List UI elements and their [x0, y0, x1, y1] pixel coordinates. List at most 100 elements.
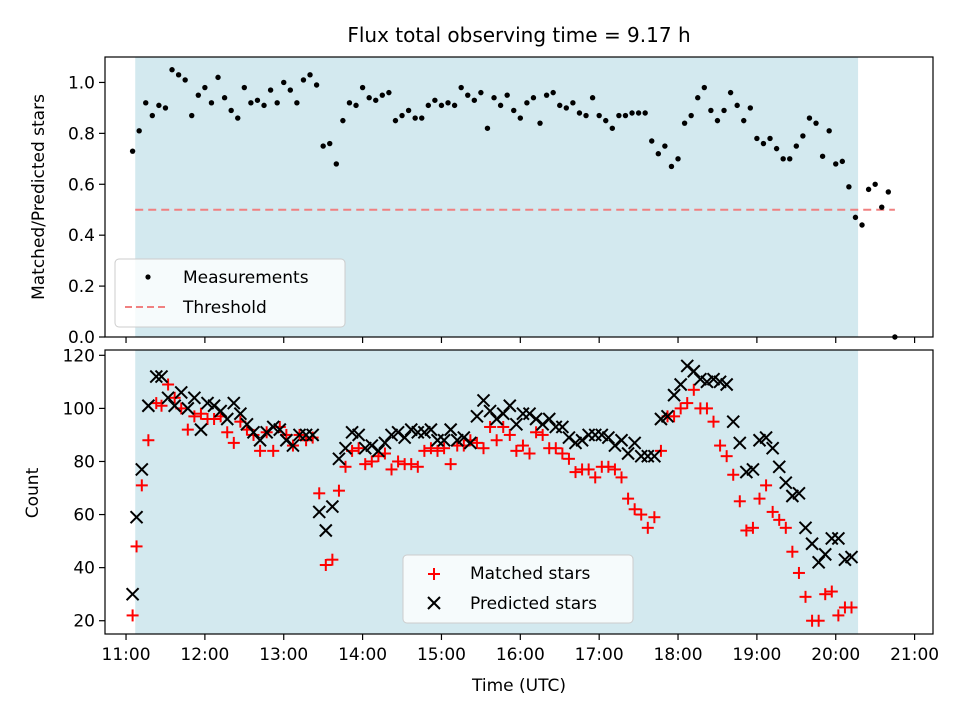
measurement-point: [313, 82, 320, 88]
measurement-point: [169, 67, 175, 73]
predicted-star-point: [503, 399, 517, 413]
matched-star-point: [162, 378, 175, 391]
measurement-point: [865, 186, 872, 193]
measurement-point: [852, 214, 859, 221]
predicted-star-point: [726, 414, 740, 429]
measurement-point: [563, 105, 570, 111]
measurement-point: [208, 100, 215, 106]
measurement-point: [136, 128, 142, 134]
matched-star-point: [227, 436, 240, 449]
predicted-star-point: [129, 510, 144, 524]
top-ytick-label: 0.6: [68, 175, 95, 195]
matched-star-point: [208, 413, 221, 426]
measurement-point: [175, 72, 182, 78]
measurement-point: [800, 133, 806, 139]
predicted-star-point: [772, 460, 786, 474]
measurement-point: [681, 120, 688, 126]
xtick-label: 19:00: [732, 645, 781, 665]
bottom-y-axis-label: Count: [23, 467, 43, 518]
matched-star-point: [589, 471, 602, 484]
measurement-point: [754, 135, 760, 142]
bottom-axes-frame: [104, 349, 934, 635]
matched-star-point: [792, 566, 805, 579]
predicted-star-point: [831, 531, 846, 546]
xtick-label: 17:00: [575, 645, 624, 665]
predicted-star-point: [351, 428, 366, 442]
predicted-star-point: [627, 436, 642, 450]
bottom-ytick-label: 120: [63, 346, 95, 366]
measurement-point: [373, 97, 379, 103]
measurement-point: [662, 143, 668, 149]
legend-marker-predicted-stars: [427, 596, 441, 610]
measurement-point: [274, 100, 280, 106]
measurement-point: [419, 115, 425, 121]
matched-star-point: [490, 434, 503, 447]
measurement-point: [839, 158, 846, 165]
matched-star-point: [126, 609, 139, 622]
measurement-point: [195, 92, 202, 98]
matched-star-point: [766, 505, 779, 518]
matched-star-point: [424, 442, 437, 455]
predicted-star-point: [135, 462, 149, 477]
matched-star-point: [733, 495, 746, 508]
predicted-star-point: [614, 433, 629, 447]
xtick-label: 18:00: [654, 645, 703, 665]
predicted-star-point: [759, 430, 773, 445]
matched-star-point: [615, 471, 628, 484]
measurement-point: [583, 112, 589, 119]
matched-star-point: [641, 521, 654, 534]
measurement-point: [550, 89, 556, 96]
predicted-star-point: [194, 422, 208, 437]
measurement-point: [221, 95, 228, 101]
matched-star-point: [648, 511, 661, 524]
bottom-ytick-label: 60: [73, 506, 95, 526]
measurement-point: [327, 140, 333, 147]
predicted-star-point: [286, 438, 300, 453]
measurement-point: [524, 100, 530, 106]
matched-star-point: [845, 601, 858, 614]
predicted-star-point: [292, 428, 307, 442]
measurement-point: [773, 145, 780, 152]
matched-star-point: [332, 484, 345, 497]
matched-star-point: [326, 553, 339, 566]
predicted-star-point: [424, 422, 438, 437]
matched-star-point: [438, 442, 451, 455]
matched-star-point: [510, 444, 523, 457]
measurement-point: [629, 110, 635, 116]
matched-star-point: [313, 487, 326, 500]
measurement-point: [760, 140, 767, 147]
matched-star-point: [714, 439, 727, 452]
measurement-point: [635, 110, 642, 116]
measurement-point: [156, 102, 162, 109]
predicted-star-point: [719, 377, 734, 392]
predicted-star-point: [437, 433, 451, 447]
predicted-star-point: [227, 396, 241, 410]
measurement-point: [557, 102, 563, 109]
matched-star-point: [135, 479, 148, 492]
measurement-point: [688, 112, 694, 119]
matched-star-point: [799, 590, 812, 603]
measurement-point: [241, 84, 248, 91]
measurement-point: [458, 84, 464, 91]
predicted-star-point: [647, 449, 662, 463]
measurement-point: [228, 107, 234, 114]
predicted-star-point: [149, 369, 163, 384]
xtick-label: 11:00: [102, 645, 151, 665]
top-legend: Measurements Threshold: [114, 258, 346, 328]
measurement-point: [734, 102, 740, 109]
predicted-star-point: [825, 531, 839, 546]
measurement-point: [537, 120, 543, 126]
measurement-point: [603, 117, 609, 124]
measurement-point: [570, 100, 576, 106]
measurement-point: [353, 102, 359, 109]
matched-star-point: [319, 558, 332, 571]
measurement-point: [346, 100, 353, 106]
predicted-star-point: [220, 412, 234, 426]
predicted-star-point: [779, 476, 793, 490]
measurement-point: [379, 92, 386, 98]
matched-star-point: [418, 444, 431, 457]
matched-star-point: [740, 524, 753, 537]
predicted-star-point: [125, 587, 140, 601]
measurement-point: [708, 107, 714, 114]
